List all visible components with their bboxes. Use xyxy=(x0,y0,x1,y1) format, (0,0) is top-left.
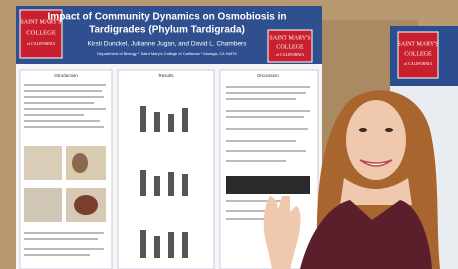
graph-bar xyxy=(182,232,188,258)
logo-text: of CALIFORNIA xyxy=(404,61,433,66)
logo-text: SAINT MARY'S xyxy=(269,35,310,41)
text-line xyxy=(226,86,310,88)
text-line xyxy=(226,218,266,220)
poster-authors: Kirsti Dunckel, Julianne Jugan, and Davi… xyxy=(88,41,248,48)
text-line xyxy=(24,102,94,104)
graph-bar xyxy=(140,230,146,258)
photo: SAINT MARY'S COLLEGE of CALIFORNIA SAINT… xyxy=(0,0,458,269)
graph-bar xyxy=(140,170,146,196)
logo: SAINT MARY'S COLLEGE of CALIFORNIA xyxy=(268,30,312,62)
text-line xyxy=(24,254,90,256)
text-line xyxy=(226,150,306,152)
text-line xyxy=(24,90,102,92)
text-line xyxy=(24,238,98,240)
text-line xyxy=(24,126,104,128)
logo-text: COLLEGE xyxy=(26,29,56,36)
text-line xyxy=(24,96,104,98)
logo-text: of CALIFORNIA xyxy=(27,41,56,46)
text-line xyxy=(24,84,106,86)
logo-text: of CALIFORNIA xyxy=(276,52,305,57)
poster-affiliation: Department of Biology * Saint Mary's Col… xyxy=(97,51,237,56)
graph-bar xyxy=(168,172,174,196)
text-line xyxy=(24,114,84,116)
poster-title: Tardigrades (Phylum Tardigrada) xyxy=(89,25,245,36)
text-line xyxy=(226,116,304,118)
graph-bar xyxy=(154,176,160,196)
section-header: Discussion xyxy=(257,73,279,78)
text-line xyxy=(226,160,286,162)
eye xyxy=(385,128,393,132)
text-line xyxy=(24,232,104,234)
text-line xyxy=(226,98,296,100)
logo-text: SAINT MARY'S xyxy=(397,41,438,47)
section-header: Results xyxy=(158,73,174,78)
text-line xyxy=(226,92,306,94)
graph-bar xyxy=(182,108,188,132)
poster-title: Impact of Community Dynamics on Osmobios… xyxy=(48,12,287,23)
text-line xyxy=(226,110,310,112)
graph-bar xyxy=(140,106,146,132)
logo-text: COLLEGE xyxy=(276,44,304,50)
graph-bar xyxy=(154,112,160,132)
specimen xyxy=(72,153,88,173)
text-line xyxy=(226,140,296,142)
graph-bar xyxy=(182,174,188,196)
specimen xyxy=(74,195,98,215)
text-line xyxy=(24,248,104,250)
graph-bar xyxy=(168,232,174,258)
micrograph xyxy=(24,146,62,180)
text-line xyxy=(226,200,286,202)
micrograph-strip xyxy=(226,176,310,194)
text-line xyxy=(226,128,308,130)
graph-bar xyxy=(154,236,160,258)
micrograph xyxy=(24,188,62,222)
text-line xyxy=(24,108,106,110)
text-line xyxy=(226,210,270,212)
section-header: Introduction xyxy=(54,73,78,78)
eye xyxy=(359,128,367,132)
logo: SAINT MARY'S COLLEGE of CALIFORNIA xyxy=(397,32,438,78)
text-line xyxy=(24,120,100,122)
face xyxy=(346,100,406,180)
logo-text: COLLEGE xyxy=(404,51,432,57)
column xyxy=(118,70,214,269)
graph-bar xyxy=(168,114,174,132)
